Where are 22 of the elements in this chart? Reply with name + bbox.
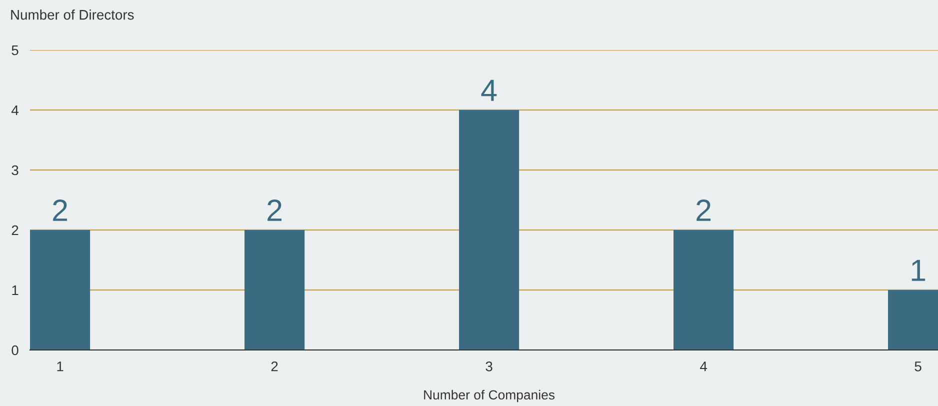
y-tick-label: 4 (11, 105, 18, 116)
bar (674, 230, 734, 350)
y-tick-label: 3 (12, 165, 18, 176)
y-axis-title: Number of Directors (11, 10, 134, 20)
y-tick-label: 0 (12, 345, 18, 356)
y-tick-label: 5 (12, 45, 18, 56)
bar (30, 230, 90, 350)
x-tick-label: 3 (486, 361, 492, 372)
x-axis-title: Number of Companies (424, 390, 555, 402)
data-label: 2 (268, 200, 282, 221)
data-label: 2 (53, 200, 67, 221)
data-label: 4 (481, 80, 497, 101)
x-tick-label: 4 (700, 362, 707, 372)
bar (244, 230, 305, 350)
data-label: 2 (696, 200, 711, 221)
data-label: 1 (912, 260, 926, 281)
x-tick-label: 5 (914, 362, 922, 372)
bar (459, 110, 520, 350)
x-tick-label: 1 (57, 362, 64, 372)
x-tick-label: 2 (271, 361, 278, 372)
y-tick-label: 1 (12, 285, 18, 296)
y-tick-label: 2 (12, 225, 18, 236)
